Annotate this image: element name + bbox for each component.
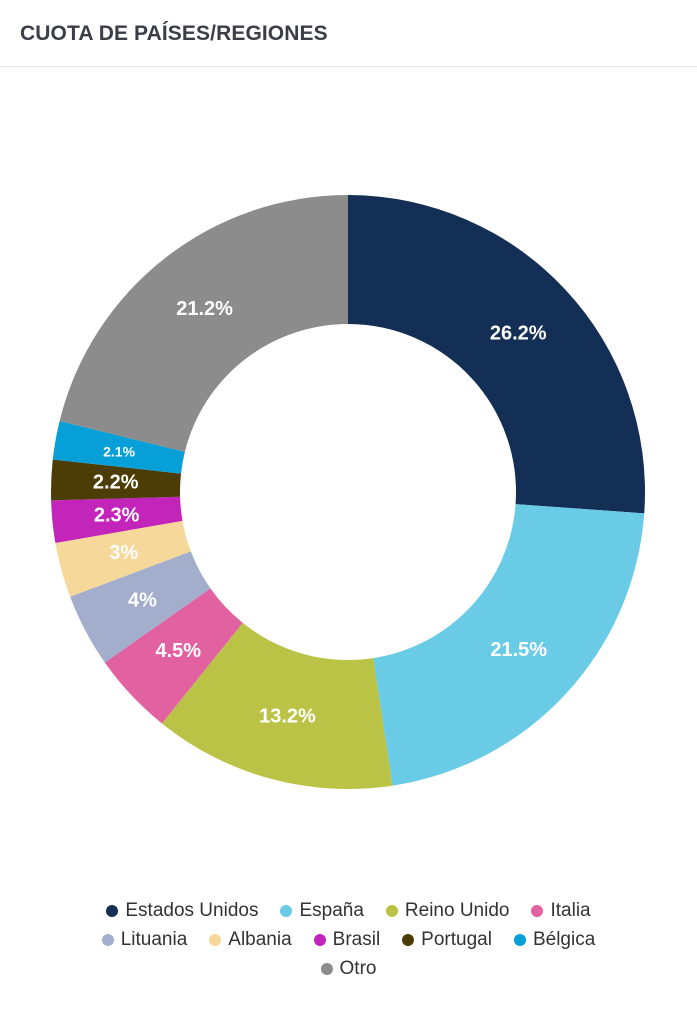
slice-label: 3% [109,542,138,564]
slice-label: 13.2% [259,705,316,727]
legend-dot-icon [101,933,114,946]
legend-dot-icon [385,904,398,917]
legend-item[interactable]: España [280,896,364,925]
legend-label: Lituania [120,929,188,950]
legend-item[interactable]: Brasil [313,925,381,954]
legend-item[interactable]: Albania [209,925,292,954]
slice-label: 4% [128,590,157,612]
legend-row: Estados Unidos España Reino Unido Italia [0,896,697,925]
slice-label: 2.2% [93,472,139,494]
slice-lituania[interactable] [70,551,211,663]
slice-label: 2.1% [103,443,135,459]
legend-dot-icon [106,904,119,917]
slice-italia[interactable] [104,588,243,724]
slice-label: 2.3% [94,504,140,526]
legend-item[interactable]: Estados Unidos [106,896,258,925]
legend-label: Reino Unido [404,900,510,921]
slice-bélgica[interactable] [52,420,185,474]
legend-dot-icon [320,962,333,975]
chart-title: CUOTA DE PAÍSES/REGIONES [20,22,328,45]
slice-label: 4.5% [155,640,201,662]
chart-header: CUOTA DE PAÍSES/REGIONES [0,0,697,67]
legend-item[interactable]: Lituania [101,925,188,954]
legend-dot-icon [313,933,326,946]
slice-label: 26.2% [490,323,547,345]
legend-item[interactable]: Otro [320,954,377,983]
legend-label: Otro [339,958,377,979]
legend-label: Italia [550,900,591,921]
legend-dot-icon [209,933,222,946]
legend-row: Lituania Albania Brasil Portugal Bélgica [0,925,697,954]
slice-brasil[interactable] [51,496,183,543]
legend-dot-icon [402,933,415,946]
slice-label: 21.5% [490,639,547,661]
slice-portugal[interactable] [51,459,182,501]
legend-item[interactable]: Reino Unido [385,896,510,925]
donut-chart: 26.2% 21.5% 13.2% 4.5% 4% 3% 2.3% 2.2% 2.1% 21.2% [0,68,697,888]
legend-label: Portugal [421,929,492,950]
legend-dot-icon [280,904,293,917]
slice-españa[interactable] [373,504,645,786]
legend-label: España [299,900,364,921]
legend-label: Albania [228,929,292,950]
legend-item[interactable]: Bélgica [513,925,596,954]
slice-reino-unido[interactable] [161,622,393,789]
chart-legend: Estados Unidos España Reino Unido Italia Lit… [0,896,697,983]
legend-dot-icon [513,933,526,946]
slice-albania[interactable] [55,520,191,597]
legend-label: Estados Unidos [125,900,259,921]
legend-dot-icon [531,904,544,917]
slice-label: 21.2% [176,298,233,320]
legend-row: Otro [0,954,697,983]
legend-label: Bélgica [532,929,596,950]
legend-label: Brasil [332,929,381,950]
slice-otro[interactable] [59,195,348,452]
legend-item[interactable]: Portugal [402,925,492,954]
legend-item[interactable]: Italia [531,896,591,925]
donut-chart-svg: 26.2% 21.5% 13.2% 4.5% 4% 3% 2.3% 2.2% 2.1% 21.2% [51,195,645,789]
slice-estados-unidos[interactable] [348,195,645,514]
